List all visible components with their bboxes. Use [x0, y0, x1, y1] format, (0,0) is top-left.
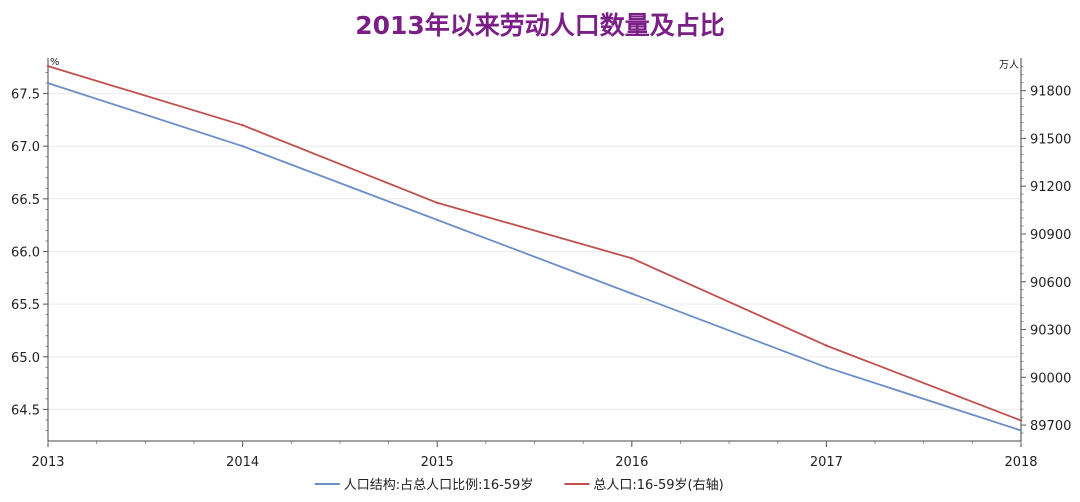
- x-tick-label: 2015: [421, 455, 454, 470]
- right-tick-label: 91200: [1030, 180, 1071, 195]
- data-point: [1019, 419, 1023, 422]
- left-tick-label: 67.5: [11, 88, 40, 103]
- right-tick-label: 90600: [1030, 276, 1071, 291]
- series-line-labor-population: [47, 65, 1022, 422]
- right-tick-label: 91800: [1030, 85, 1071, 100]
- series-line-labor-share: [47, 82, 1022, 432]
- data-point: [436, 201, 439, 204]
- data-point: [1019, 429, 1023, 432]
- chart-title: 2013年以来劳动人口数量及占比: [355, 11, 725, 40]
- left-tick-label: 66.0: [11, 246, 40, 261]
- axes: 64.5 65.0 65.5 66.0 66.5 67.0 67.5 89700 90000 90…: [11, 57, 1071, 470]
- left-tick-label: 65.0: [11, 351, 40, 366]
- x-tick-label: 2016: [615, 455, 648, 470]
- data-point: [825, 344, 828, 347]
- legend: 人口结构:占总人口比例:16-59岁 总人口:16-59岁(右轴): [314, 478, 724, 493]
- right-tick-label: 89700: [1030, 419, 1071, 434]
- right-tick-label: 90900: [1030, 228, 1071, 243]
- data-point: [825, 366, 828, 369]
- left-tick-label: 64.5: [11, 403, 40, 418]
- gridlines: [48, 93, 1021, 410]
- left-tick-label: 67.0: [11, 140, 40, 155]
- x-tick-label: 2014: [226, 455, 259, 470]
- data-point: [46, 64, 50, 68]
- right-tick-label: 91500: [1030, 132, 1071, 147]
- right-tick-label: 90300: [1030, 324, 1071, 339]
- data-point: [241, 145, 244, 148]
- legend-label: 总人口:16-59岁(右轴): [593, 478, 723, 493]
- data-point: [630, 292, 633, 295]
- x-tick-label: 2017: [810, 455, 843, 470]
- left-unit-label: %: [50, 57, 60, 68]
- right-tick-label: 90000: [1030, 371, 1071, 386]
- x-tick-label: 2013: [31, 455, 64, 470]
- data-point: [630, 257, 633, 260]
- data-point: [241, 124, 244, 127]
- right-unit-label: 万人: [999, 59, 1019, 71]
- series-lines: [46, 64, 1023, 432]
- left-tick-label: 66.5: [11, 193, 40, 208]
- left-tick-label: 65.5: [11, 298, 40, 313]
- legend-label: 人口结构:占总人口比例:16-59岁: [344, 478, 534, 493]
- data-point: [436, 218, 439, 222]
- data-point: [46, 81, 50, 85]
- x-tick-label: 2018: [1004, 455, 1037, 470]
